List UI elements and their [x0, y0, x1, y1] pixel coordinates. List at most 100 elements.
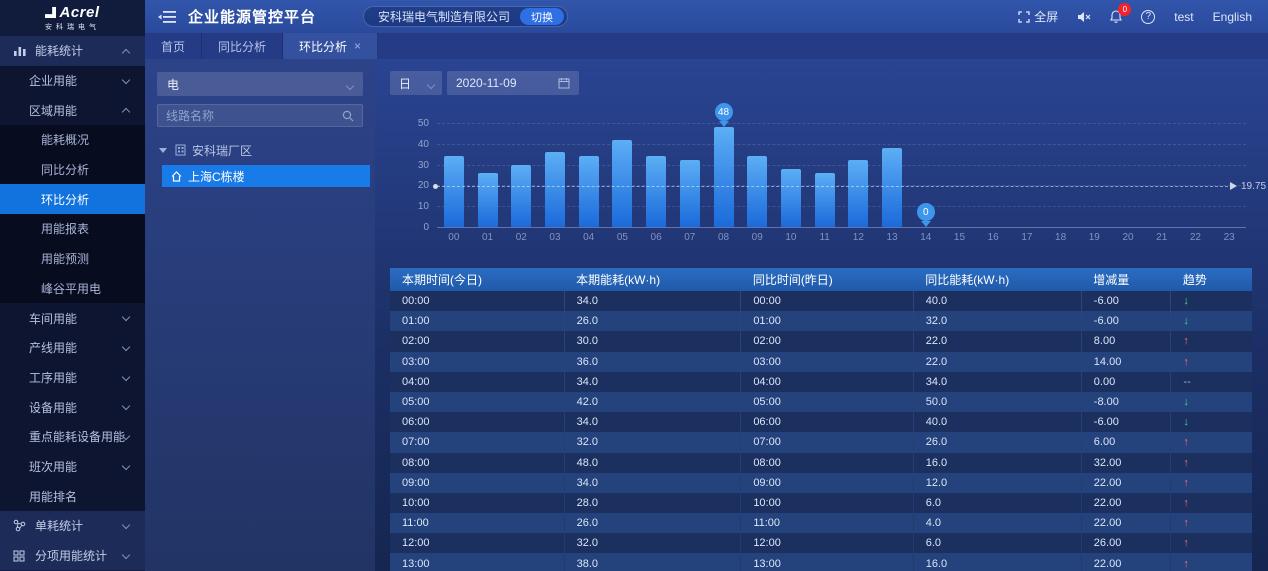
sidebar-item-energy-forecast[interactable]: 用能预测 [0, 243, 145, 274]
period-select[interactable]: 日 [390, 71, 442, 95]
bar-10[interactable] [780, 168, 801, 227]
search-input[interactable] [166, 108, 342, 123]
table-cell: 38.0 [564, 553, 742, 571]
bar-06[interactable] [646, 156, 667, 227]
bar-08[interactable] [713, 127, 734, 227]
help-button[interactable]: ? [1141, 9, 1156, 24]
bar-03[interactable] [544, 152, 565, 227]
bar-07[interactable] [679, 160, 700, 227]
sidebar-item-peak-valley-power[interactable]: 峰谷平用电 [0, 273, 145, 304]
bar-05[interactable] [612, 139, 633, 227]
x-axis-tick: 06 [650, 232, 662, 243]
y-axis-tick: 10 [417, 201, 429, 213]
column-header[interactable]: 本期时间(今日) [390, 268, 565, 291]
sidebar-item-key-equipment-energy[interactable]: 重点能耗设备用能 [0, 421, 145, 452]
average-line-label: 19.75 [1241, 180, 1267, 192]
sidebar-item-line-energy[interactable]: 产线用能 [0, 332, 145, 363]
chevron-down-icon [121, 550, 131, 559]
chevron-down-icon [426, 80, 436, 90]
user-menu[interactable]: test [1174, 9, 1194, 24]
fullscreen-button[interactable]: 全屏 [1018, 8, 1058, 25]
sidebar-item-process-energy[interactable]: 工序用能 [0, 362, 145, 393]
bar-00[interactable] [443, 156, 464, 227]
tree-node-building-selected[interactable]: 上海C栋楼 [162, 165, 370, 187]
help-icon: ? [1141, 9, 1156, 24]
column-header[interactable]: 同比时间(昨日) [740, 268, 914, 291]
trend-up-icon: ↑ [1170, 351, 1252, 372]
bar-11[interactable] [814, 172, 835, 227]
sidebar-item-energy-ranking[interactable]: 用能排名 [0, 481, 145, 511]
sidebar-item-mom-analysis[interactable]: 环比分析 [0, 184, 145, 215]
sidebar-item-region-energy[interactable]: 区域用能 [0, 95, 145, 126]
tab-label: 环比分析 [299, 39, 348, 54]
chevron-down-icon [121, 402, 131, 411]
sidebar-item-label: 环比分析 [41, 192, 90, 207]
sidebar-item-unit-consumption-stats[interactable]: 单耗统计 [0, 511, 145, 541]
sidebar-item-energy-report[interactable]: 用能报表 [0, 214, 145, 244]
tab-home[interactable]: 首页 [145, 33, 203, 59]
tree-expand-icon[interactable] [159, 147, 167, 153]
table-cell: 26.0 [913, 432, 1082, 453]
marker-pin[interactable]: 0 [916, 203, 935, 227]
chevron-down-icon [121, 342, 131, 352]
table-cell: 04:00 [740, 371, 914, 392]
tab-label: 首页 [161, 39, 186, 54]
table-cell: 22.00 [1081, 553, 1172, 571]
sidebar-item-energy-stats[interactable]: 能耗统计 [0, 36, 145, 66]
bar-09[interactable] [747, 156, 768, 227]
bar-04[interactable] [578, 156, 599, 227]
energy-type-select[interactable]: 电 [157, 72, 363, 96]
marker-pin[interactable]: 48 [714, 103, 733, 128]
tab-yoy-analysis[interactable]: 同比分析 [202, 33, 284, 59]
sidebar-item-shift-energy[interactable]: 班次用能 [0, 451, 145, 482]
column-header[interactable]: 趋势 [1170, 268, 1252, 291]
table-cell: -6.00 [1081, 412, 1172, 433]
sidebar-item-enterprise-energy[interactable]: 企业用能 [0, 65, 145, 96]
column-header[interactable]: 本期能耗(kW·h) [564, 268, 741, 291]
column-header[interactable]: 增减量 [1081, 268, 1171, 291]
sidebar-item-yoy-analysis[interactable]: 同比分析 [0, 154, 145, 185]
column-header[interactable]: 同比能耗(kW·h) [913, 268, 1082, 291]
language-switcher[interactable]: English [1212, 9, 1252, 24]
table-cell: 07:00 [740, 432, 914, 453]
switch-company-button[interactable]: 切换 [520, 8, 565, 25]
tree-node-factory[interactable]: 安科瑞厂区 [145, 139, 375, 161]
bar-02[interactable] [511, 164, 532, 227]
sidebar-item-subitem-energy-stats[interactable]: 分项用能统计 [0, 540, 145, 571]
table-body: 00:00 34.0 00:00 40.0 -6.00 ↓ 01:00 26.0 01:00 32… [390, 291, 1252, 571]
table-cell: 04:00 [390, 371, 565, 392]
marker-pin-value: 0 [916, 203, 935, 221]
table-row: 08:00 48.0 08:00 16.0 32.00 ↑ [390, 452, 1252, 473]
chevron-down-icon [121, 75, 131, 84]
grid-icon [13, 549, 28, 562]
sidebar-item-label: 企业用能 [29, 74, 78, 89]
table-cell: 30.0 [564, 331, 742, 352]
sidebar-item-label: 能耗统计 [35, 44, 84, 59]
date-picker[interactable]: 2020-11-09 [447, 71, 579, 95]
tab-mom-analysis[interactable]: 环比分析 × [283, 33, 379, 59]
bar-13[interactable] [882, 147, 903, 227]
gridline [437, 143, 1246, 145]
x-axis-tick: 19 [1088, 232, 1100, 243]
notifications-button[interactable]: 0 [1110, 3, 1132, 23]
line-search [157, 104, 363, 127]
average-line [437, 185, 1228, 187]
sidebar-item-equipment-energy[interactable]: 设备用能 [0, 392, 145, 422]
app-header: 企业能源管控平台 安科瑞电气制造有限公司 切换 全屏 0 ? tes [145, 0, 1268, 33]
bar-01[interactable] [477, 172, 498, 227]
mute-button[interactable] [1077, 11, 1091, 23]
fullscreen-icon [1018, 10, 1030, 23]
table-row: 02:00 30.0 02:00 22.0 8.00 ↑ [390, 331, 1252, 352]
marker-pin-tail [718, 121, 729, 128]
trend-down-icon: ↓ [1170, 291, 1252, 312]
sidebar-item-workshop-energy[interactable]: 车间用能 [0, 303, 145, 333]
collapse-menu-icon[interactable] [158, 10, 176, 24]
gridline [437, 164, 1246, 166]
bar-12[interactable] [848, 160, 869, 227]
table-cell: 22.00 [1081, 492, 1172, 514]
search-icon[interactable] [342, 110, 354, 122]
company-name[interactable]: 安科瑞电气制造有限公司 [378, 10, 511, 24]
close-icon[interactable]: × [354, 39, 362, 53]
sidebar-item-energy-overview[interactable]: 能耗概况 [0, 125, 145, 155]
table-cell: 34.0 [913, 371, 1082, 392]
